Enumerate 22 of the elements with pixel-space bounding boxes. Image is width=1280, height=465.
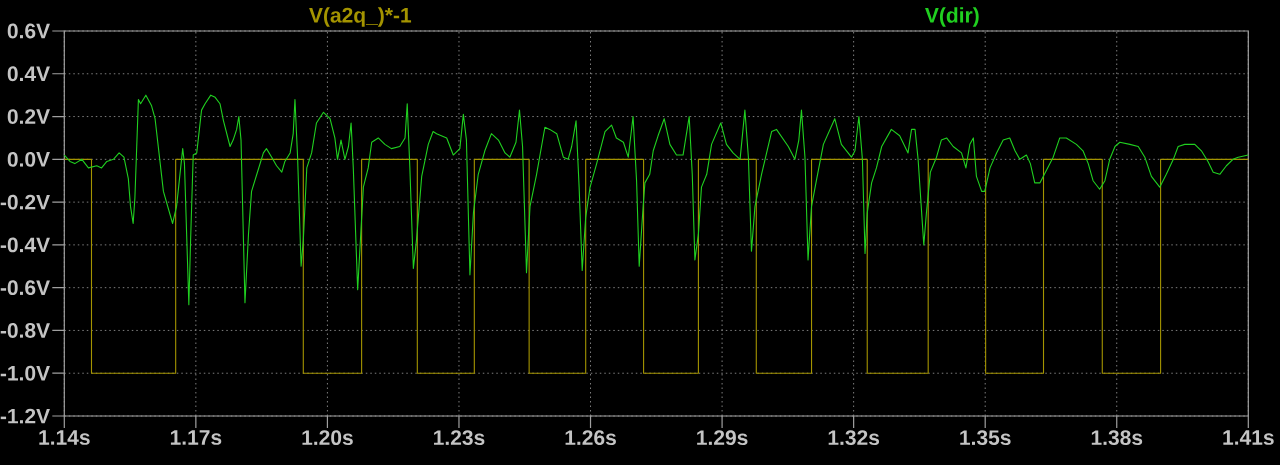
x-tick-label: 1.17s <box>170 430 222 445</box>
x-tick-label: 1.41s <box>1223 430 1274 445</box>
x-tick-label: 1.23s <box>434 430 485 446</box>
y-tick-label: -1.2V <box>0 408 50 424</box>
x-tick-label: 1.35s <box>960 430 1011 446</box>
text: V(a2q_)*-1 <box>309 7 412 27</box>
y-tick-label: -0.4V <box>0 237 50 253</box>
x-tick-label: 1.20s <box>302 430 353 446</box>
x-tick-label: 1.32s <box>828 430 880 446</box>
y-tick-label: 0.0V <box>7 151 50 167</box>
x-tick-label: 1.29s <box>697 430 748 446</box>
y-tick-label: 0.2V <box>7 109 50 124</box>
text: V(dir) <box>925 7 979 27</box>
y-tick-label: -0.6V <box>0 280 50 296</box>
y-tick-label: 0.6V <box>7 23 50 39</box>
y-tick-label: -1.0V <box>0 365 50 381</box>
x-tick-label: 1.26s <box>565 430 616 446</box>
y-tick-label: 0.4V <box>7 66 50 82</box>
y-tick-label: -0.2V <box>0 194 50 210</box>
x-tick-label: 1.38s <box>1091 430 1143 446</box>
x-tick-label: 1.14s <box>39 430 90 445</box>
y-tick-label: -0.8V <box>0 323 50 338</box>
